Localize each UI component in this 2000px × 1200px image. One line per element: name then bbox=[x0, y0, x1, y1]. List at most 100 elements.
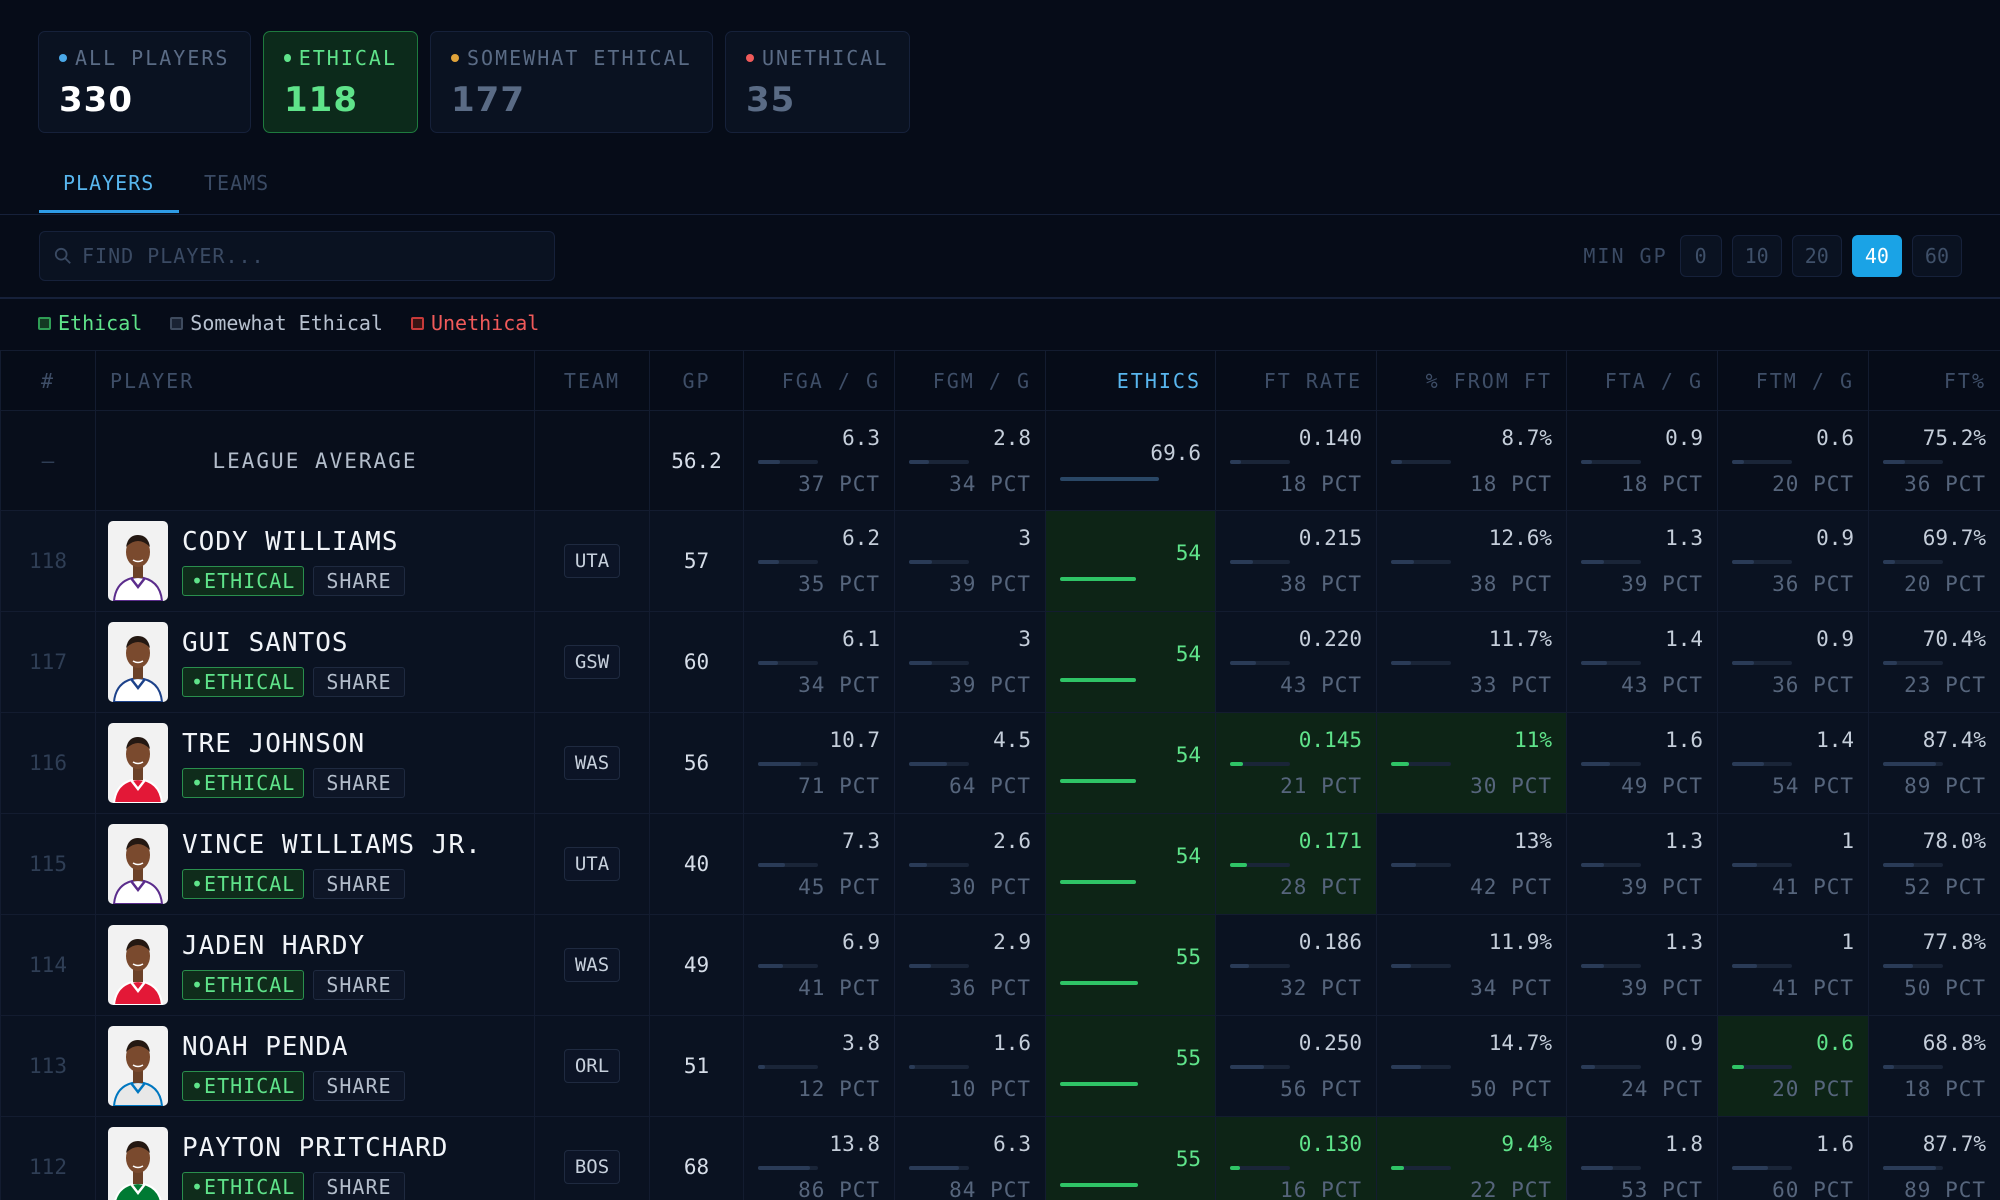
filter-unethical[interactable]: UNETHICAL 35 bbox=[725, 31, 910, 133]
percentile-bar-track bbox=[1230, 762, 1290, 766]
table-row[interactable]: 116 TRE JOHNSON •ETHICAL SHARE WAS 56 10.7 71 P… bbox=[0, 712, 2000, 814]
share-button[interactable]: SHARE bbox=[313, 868, 405, 899]
player-name[interactable]: GUI SANTOS bbox=[182, 627, 349, 658]
table-row[interactable]: 118 CODY WILLIAMS •ETHICAL SHARE UTA 57 6.2 35 … bbox=[0, 510, 2000, 612]
col-header-fga[interactable]: FGA / G bbox=[743, 350, 895, 411]
rank-cell: 115 bbox=[0, 813, 96, 915]
team-badge: GSW bbox=[563, 645, 621, 679]
table-row[interactable]: 113 NOAH PENDA •ETHICAL SHARE ORL 51 3.8 12 PCT… bbox=[0, 1015, 2000, 1117]
ethics-bar bbox=[1060, 981, 1201, 985]
legend: Ethical Somewhat Ethical Unethical bbox=[38, 311, 539, 335]
col-header-ethics[interactable]: ETHICS bbox=[1045, 350, 1216, 411]
min-gp-option-40[interactable]: 40 bbox=[1851, 235, 1902, 277]
gp-cell: 56.2 bbox=[649, 410, 744, 511]
col-header-fta[interactable]: FTA / G bbox=[1566, 350, 1718, 411]
table-row[interactable]: 114 JADEN HARDY •ETHICAL SHARE WAS 49 6.9 41 PC… bbox=[0, 914, 2000, 1016]
col-header-player[interactable]: PLAYER bbox=[95, 350, 535, 411]
player-name[interactable]: JADEN HARDY bbox=[182, 930, 366, 961]
ftm-per-game-cell: 0.9 36 PCT bbox=[1717, 510, 1869, 612]
min-gp-option-60[interactable]: 60 bbox=[1911, 235, 1962, 277]
fga-per-game-cell: 3.8 12 PCT bbox=[743, 1015, 895, 1117]
stat-value: 7.3 bbox=[842, 829, 880, 853]
percentile-bar bbox=[1732, 1166, 1854, 1170]
table-row[interactable]: 115 VINCE WILLIAMS JR. •ETHICAL SHARE UTA 40 7… bbox=[0, 813, 2000, 915]
percentile-bar-track bbox=[1732, 863, 1792, 867]
search-input[interactable] bbox=[82, 244, 522, 268]
percentile-bar-track bbox=[1883, 661, 1943, 665]
percentile-bar-track bbox=[758, 560, 818, 564]
col-header-fgm[interactable]: FGM / G bbox=[894, 350, 1046, 411]
percentile-bar bbox=[1732, 964, 1854, 968]
stat-value: 87.4% bbox=[1922, 728, 1986, 752]
filter-somewhat-ethical[interactable]: SOMEWHAT ETHICAL 177 bbox=[430, 31, 713, 133]
percentile-bar-track bbox=[1732, 1065, 1792, 1069]
player-name[interactable]: NOAH PENDA bbox=[182, 1031, 349, 1062]
col-header-from-ft[interactable]: % FROM FT bbox=[1376, 350, 1567, 411]
player-name[interactable]: VINCE WILLIAMS JR. bbox=[182, 829, 482, 860]
stat-percentile: 86 PCT bbox=[798, 1178, 880, 1200]
ethics-value: 54 bbox=[1175, 844, 1201, 868]
share-button[interactable]: SHARE bbox=[313, 767, 405, 798]
stat-percentile: 84 PCT bbox=[949, 1178, 1031, 1200]
share-button[interactable]: SHARE bbox=[313, 565, 405, 596]
pct-from-ft-cell: 11.7% 33 PCT bbox=[1376, 611, 1567, 713]
avatar bbox=[108, 622, 168, 702]
player-headshot bbox=[108, 824, 168, 904]
filter-all-players[interactable]: ALL PLAYERS 330 bbox=[38, 31, 251, 133]
ftm-per-game-cell: 1.4 54 PCT bbox=[1717, 712, 1869, 814]
table-row[interactable]: 117 GUI SANTOS •ETHICAL SHARE GSW 60 6.1 34 PCT… bbox=[0, 611, 2000, 713]
min-gp-label: MIN GP bbox=[1583, 244, 1668, 268]
player-name[interactable]: CODY WILLIAMS bbox=[182, 526, 399, 557]
ft-rate-cell: 0.220 43 PCT bbox=[1215, 611, 1377, 713]
percentile-bar-track bbox=[1391, 661, 1451, 665]
col-header-ftm[interactable]: FTM / G bbox=[1717, 350, 1869, 411]
status-dot-icon bbox=[284, 54, 291, 62]
percentile-bar-fill bbox=[1883, 1065, 1894, 1069]
col-header-gp[interactable]: GP bbox=[649, 350, 744, 411]
rank-cell: 117 bbox=[0, 611, 96, 713]
ethics-badge: •ETHICAL bbox=[182, 1171, 305, 1200]
percentile-bar bbox=[1230, 459, 1362, 464]
share-button[interactable]: SHARE bbox=[313, 666, 405, 697]
player-name[interactable]: PAYTON PRITCHARD bbox=[182, 1132, 449, 1163]
percentile-bar-track bbox=[909, 459, 969, 464]
stat-percentile: 20 PCT bbox=[1772, 1077, 1854, 1101]
stat-percentile: 89 PCT bbox=[1904, 774, 1986, 798]
percentile-bar-track bbox=[1230, 1166, 1290, 1170]
ftm-per-game-cell: 0.6 20 PCT bbox=[1717, 1015, 1869, 1117]
tab-players[interactable]: PLAYERS bbox=[63, 171, 155, 195]
share-button[interactable]: SHARE bbox=[313, 969, 405, 1000]
swatch-icon bbox=[410, 316, 424, 330]
percentile-bar bbox=[1391, 560, 1552, 564]
tab-teams[interactable]: TEAMS bbox=[204, 171, 270, 195]
table-row[interactable]: 112 PAYTON PRITCHARD •ETHICAL SHARE BOS 68 13.… bbox=[0, 1116, 2000, 1200]
filter-ethical[interactable]: ETHICAL 118 bbox=[263, 31, 418, 133]
col-header-ft-pct[interactable]: FT% bbox=[1868, 350, 2000, 411]
player-name[interactable]: TRE JOHNSON bbox=[182, 728, 366, 759]
gp-cell: 68 bbox=[649, 1116, 744, 1200]
stat-percentile: 20 PCT bbox=[1904, 572, 1986, 596]
ftm-per-game-cell: 0.9 36 PCT bbox=[1717, 611, 1869, 713]
share-button[interactable]: SHARE bbox=[313, 1171, 405, 1200]
share-button[interactable]: SHARE bbox=[313, 1070, 405, 1101]
stat-percentile: 41 PCT bbox=[1772, 875, 1854, 899]
min-gp-option-10[interactable]: 10 bbox=[1731, 235, 1782, 277]
col-header-team[interactable]: TEAM bbox=[534, 350, 650, 411]
ethics-badge: •ETHICAL bbox=[182, 666, 305, 697]
col-header-rank[interactable]: # bbox=[0, 350, 96, 411]
ethics-bar-fill bbox=[1060, 577, 1137, 581]
player-cell: GUI SANTOS •ETHICAL SHARE bbox=[95, 611, 535, 713]
percentile-bar-fill bbox=[1230, 661, 1256, 665]
min-gp-option-0[interactable]: 0 bbox=[1679, 235, 1722, 277]
filter-count: 118 bbox=[284, 80, 358, 120]
percentile-bar-track bbox=[758, 661, 818, 665]
col-header-ft-rate[interactable]: FT RATE bbox=[1215, 350, 1377, 411]
team-badge: ORL bbox=[563, 1049, 621, 1083]
percentile-bar-track bbox=[1883, 560, 1943, 564]
min-gp-option-20[interactable]: 20 bbox=[1791, 235, 1842, 277]
min-gp-filter: MIN GP 0 10 20 40 60 bbox=[1583, 235, 1962, 277]
percentile-bar-fill bbox=[1391, 661, 1411, 665]
stat-percentile: 36 PCT bbox=[949, 976, 1031, 1000]
stat-percentile: 38 PCT bbox=[1280, 572, 1362, 596]
percentile-bar-fill bbox=[758, 1065, 766, 1069]
